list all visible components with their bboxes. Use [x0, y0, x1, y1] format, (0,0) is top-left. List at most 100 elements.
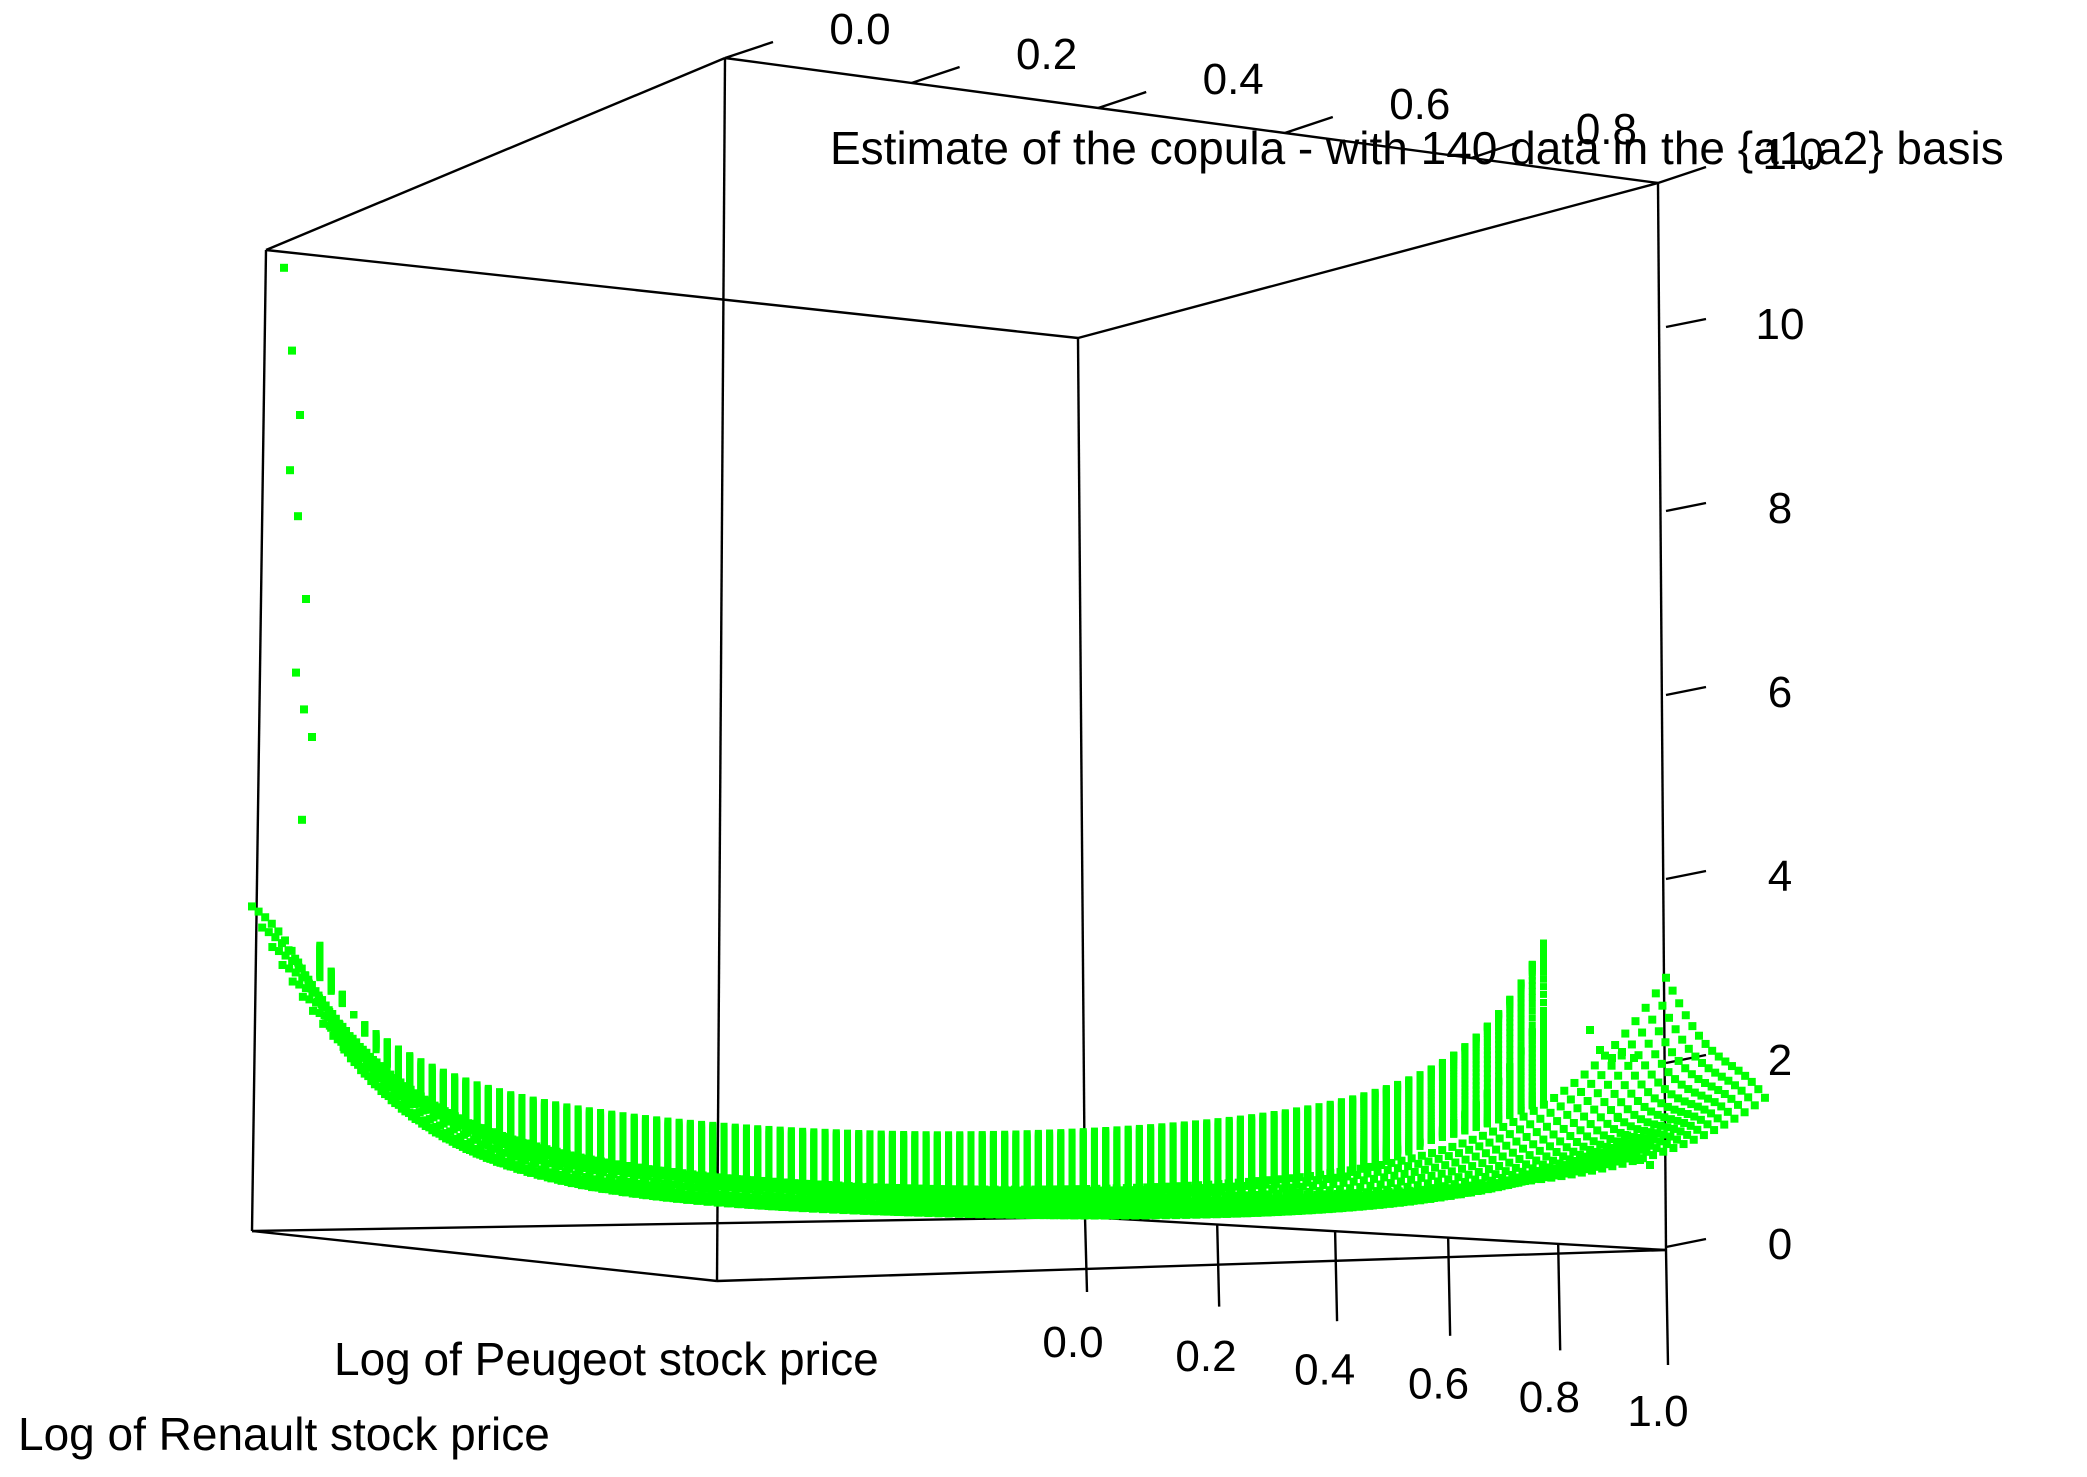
surface-point: [1542, 1122, 1551, 1131]
surface-point: [1626, 1122, 1635, 1131]
box-edge: [724, 56, 1659, 185]
surface-point: [540, 1171, 549, 1180]
surface-point: [1724, 1076, 1733, 1085]
surface-points: [248, 263, 1769, 1220]
surface-point: [1539, 1100, 1548, 1109]
surface-point: [1701, 1078, 1710, 1087]
surface-point: [1323, 1190, 1332, 1199]
surface-point: [1683, 1130, 1692, 1139]
box-edge: [250, 249, 268, 1232]
surface-point: [1656, 1121, 1665, 1130]
surface-point: [1384, 1187, 1393, 1196]
surface-point: [1567, 1170, 1576, 1179]
surface-point: [1646, 1141, 1655, 1150]
surface-point: [702, 1192, 711, 1201]
surface-point: [1532, 1156, 1541, 1165]
surface-point: [1491, 1170, 1500, 1179]
surface-point: [1484, 1165, 1493, 1174]
surface-point: [1376, 1180, 1385, 1189]
surface-point: [1683, 1110, 1692, 1119]
surface-point: [1508, 1148, 1517, 1157]
surface-point: [1681, 1011, 1690, 1020]
surface-point: [1506, 1178, 1515, 1187]
surface-point: [1552, 1147, 1561, 1156]
surface-point: [1545, 1142, 1554, 1151]
surface-point: [1649, 1151, 1658, 1160]
surface-point: [1662, 1140, 1671, 1149]
surface-point: [1577, 1087, 1586, 1096]
box-edge: [265, 56, 726, 252]
surface-point: [1516, 1125, 1525, 1134]
surface-point: [1522, 1132, 1531, 1141]
surface-point: [304, 975, 313, 984]
surface-point: [1710, 1126, 1719, 1135]
surface-point: [1396, 1177, 1405, 1186]
surface-point: [1485, 1138, 1494, 1147]
surface-point: [1717, 1072, 1726, 1081]
z-tick-mark: [1665, 1237, 1707, 1249]
surface-point: [1120, 1195, 1129, 1204]
surface-point: [1562, 1143, 1571, 1152]
surface-point: [1547, 1173, 1556, 1182]
surface-point: [1539, 1135, 1548, 1144]
surface-point: [1734, 1066, 1743, 1075]
surface-point: [1518, 1167, 1527, 1176]
surface-point: [1676, 1127, 1685, 1136]
surface-point: [1668, 1048, 1677, 1057]
surface-point: [448, 1137, 457, 1146]
surface-point: [1680, 1097, 1689, 1106]
surface-point: [1740, 1108, 1749, 1117]
surface-point: [1618, 1159, 1627, 1168]
surface-point: [1665, 1013, 1674, 1022]
surface-point: [1522, 1160, 1531, 1169]
surface-point: [1734, 1100, 1743, 1109]
surface-point: [1437, 1169, 1446, 1178]
surface-point: [1265, 1176, 1274, 1185]
surface-point: [1621, 1029, 1630, 1038]
surface-point: [1464, 1170, 1473, 1179]
surface-point: [1356, 1183, 1365, 1192]
surface-point: [1654, 1078, 1663, 1087]
surface-point: [1488, 1155, 1497, 1164]
surface-point: [1632, 1139, 1641, 1148]
z-tick-mark: [1665, 317, 1707, 329]
surface-point: [1760, 1093, 1769, 1102]
surface-point: [333, 1035, 342, 1044]
surface-point: [1293, 1191, 1302, 1200]
surface-point: [1241, 1181, 1250, 1190]
surface-point: [1642, 1147, 1651, 1156]
surface-point: [560, 1175, 569, 1184]
surface-point: [1599, 1131, 1608, 1140]
surface-point: [1505, 1158, 1514, 1167]
surface-point: [1150, 1194, 1159, 1203]
surface-point: [1630, 1071, 1639, 1080]
surface-point: [1525, 1170, 1534, 1179]
surface-point: [407, 1112, 416, 1121]
surface-point: [1465, 1182, 1474, 1191]
surface-point: [1668, 986, 1677, 995]
surface-point: [1535, 1146, 1544, 1155]
surface-point: [1386, 1179, 1395, 1188]
surface-point: [267, 919, 276, 928]
surface-point: [1526, 1120, 1535, 1129]
surface-point: [1387, 1158, 1396, 1167]
surface-point: [1052, 1200, 1061, 1209]
surface-point: [1588, 1166, 1597, 1175]
top-tick-mark: [1097, 90, 1147, 110]
surface-point: [1511, 1163, 1520, 1172]
surface-point: [268, 943, 277, 952]
surface-point: [1640, 1102, 1649, 1111]
surface-point: [1370, 1174, 1379, 1183]
surface-point: [469, 1147, 478, 1156]
surface-point: [1660, 1085, 1669, 1094]
surface-point: [319, 1019, 328, 1028]
surface-point: [1555, 1159, 1564, 1168]
surface-point: [1288, 1183, 1297, 1192]
surface-point: [1644, 1088, 1653, 1097]
surface-point: [1606, 1135, 1615, 1144]
surface-point: [1620, 1081, 1629, 1090]
surface-point: [1631, 1017, 1640, 1026]
surface-point: [1713, 1114, 1722, 1123]
surface-point: [1714, 1052, 1723, 1061]
surface-point: [1615, 1153, 1624, 1162]
